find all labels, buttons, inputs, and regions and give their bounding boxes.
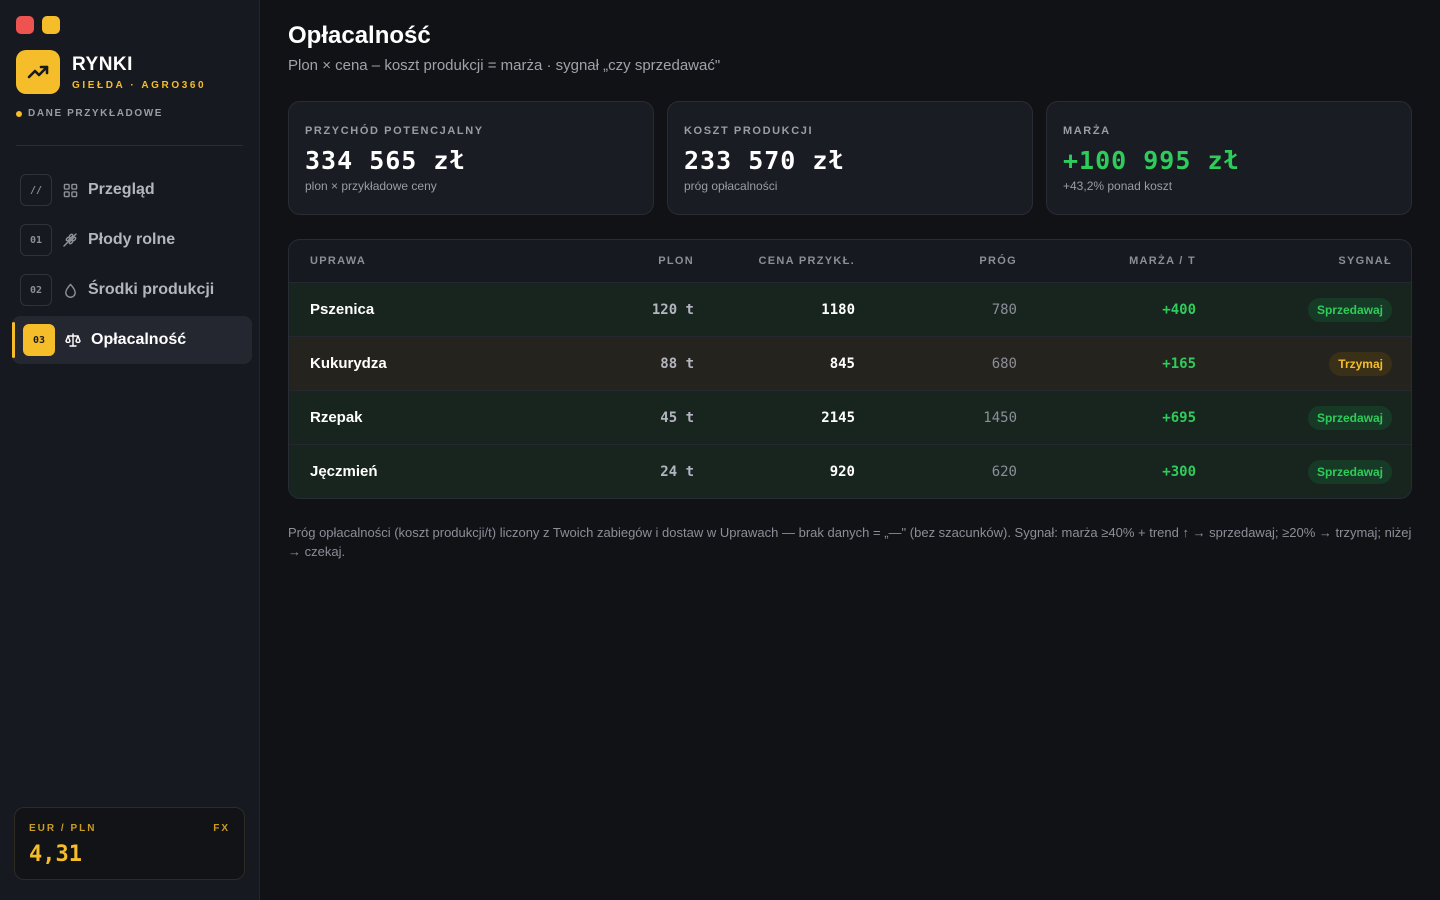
column-header-price[interactable]: CENA PRZYKŁ.	[758, 255, 855, 267]
cell-threshold: 680	[991, 355, 1017, 372]
cell-price: 1180	[821, 301, 855, 318]
sidebar: RYNKI GIEŁDA · AGRO360 DANE PRZYKŁADOWE …	[0, 0, 260, 900]
close-window-button[interactable]	[16, 16, 34, 34]
trending-up-icon	[16, 50, 60, 94]
cell-threshold: 620	[991, 463, 1017, 480]
card-label: PRZYCHÓD POTENCJALNY	[305, 125, 484, 137]
signal-badge: Sprzedawaj	[1307, 405, 1392, 430]
fx-value: 4,31	[29, 842, 82, 867]
nav-item-oplacalnosc[interactable]: 03 Opłacalność	[12, 316, 252, 364]
card-value: +100 995 zł	[1063, 146, 1240, 175]
cell-threshold: 1450	[983, 409, 1017, 426]
column-header-yield[interactable]: PLON	[658, 255, 694, 267]
column-header-threshold[interactable]: PRÓG	[979, 255, 1017, 267]
nav-label: Płody rolne	[88, 231, 176, 248]
brand-title: RYNKI	[72, 53, 133, 75]
card-label: KOSZT PRODUKCJI	[684, 125, 814, 137]
sample-data-badge: DANE PRZYKŁADOWE	[16, 108, 163, 119]
card-cost: KOSZT PRODUKCJI 233 570 zł próg opłacaln…	[667, 101, 1033, 215]
page-subtitle: Plon × cena – koszt produkcji = marża · …	[288, 57, 721, 74]
column-header-crop[interactable]: UPRAWA	[310, 255, 367, 267]
footnote: Próg opłacalności (koszt produkcji/t) li…	[288, 525, 1412, 559]
wheat-icon	[62, 232, 78, 248]
table-header: UPRAWA PLON CENA PRZYKŁ. PRÓG MARŻA / T …	[289, 240, 1411, 282]
cell-price: 920	[829, 463, 855, 480]
nav-label: Środki produkcji	[88, 281, 215, 298]
grid-icon	[62, 182, 78, 198]
nav-item-srodki-produkcji[interactable]: 02 Środki produkcji	[12, 266, 252, 314]
brand: RYNKI GIEŁDA · AGRO360	[16, 50, 206, 94]
divider	[16, 145, 243, 146]
table-row[interactable]: Rzepak 45 t 2145 1450 +695 Sprzedawaj	[289, 390, 1411, 444]
cell-price: 2145	[821, 409, 855, 426]
sidebar-nav: // Przegląd 01 Płody rolne	[12, 166, 252, 366]
cell-margin: +300	[1162, 463, 1196, 480]
card-margin: MARŻA +100 995 zł +43,2% ponad koszt	[1046, 101, 1412, 215]
signal-badge: Sprzedawaj	[1307, 459, 1392, 484]
nav-label: Opłacalność	[91, 331, 187, 348]
cell-yield: 120 t	[651, 301, 694, 318]
cell-margin: +695	[1162, 409, 1196, 426]
card-note: +43,2% ponad koszt	[1063, 179, 1173, 193]
card-label: MARŻA	[1063, 125, 1111, 137]
nav-label: Przegląd	[88, 181, 155, 198]
cell-crop: Rzepak	[310, 409, 363, 426]
cell-margin: +165	[1162, 355, 1196, 372]
summary-cards: PRZYCHÓD POTENCJALNY 334 565 zł plon × p…	[288, 101, 1412, 215]
signal-badge: Trzymaj	[1329, 351, 1392, 376]
cell-crop: Pszenica	[310, 301, 375, 318]
nav-number: 01	[20, 224, 52, 256]
page-title: Opłacalność	[288, 22, 431, 49]
nav-item-plody-rolne[interactable]: 01 Płody rolne	[12, 216, 252, 264]
column-header-margin[interactable]: MARŻA / T	[1129, 255, 1196, 267]
table-row[interactable]: Jęczmień 24 t 920 620 +300 Sprzedawaj	[289, 444, 1411, 498]
cell-yield: 45 t	[660, 409, 694, 426]
card-revenue: PRZYCHÓD POTENCJALNY 334 565 zł plon × p…	[288, 101, 654, 215]
minimize-window-button[interactable]	[42, 16, 60, 34]
window-controls	[16, 16, 60, 34]
cell-margin: +400	[1162, 301, 1196, 318]
sample-data-label: DANE PRZYKŁADOWE	[28, 108, 164, 119]
cell-crop: Kukurydza	[310, 355, 387, 372]
profitability-table: UPRAWA PLON CENA PRZYKŁ. PRÓG MARŻA / T …	[288, 239, 1412, 499]
card-note: próg opłacalności	[684, 179, 778, 193]
drop-icon	[62, 282, 78, 298]
fx-tag: FX	[213, 823, 230, 834]
cell-threshold: 780	[991, 301, 1017, 318]
brand-subtitle: GIEŁDA · AGRO360	[72, 79, 207, 91]
fx-pair: EUR / PLN	[29, 823, 97, 834]
nav-number: //	[20, 174, 52, 206]
status-dot-icon	[16, 110, 22, 117]
nav-item-przeglad[interactable]: // Przegląd	[12, 166, 252, 214]
cell-yield: 88 t	[660, 355, 694, 372]
card-value: 233 570 zł	[684, 146, 845, 175]
cell-price: 845	[829, 355, 855, 372]
cell-crop: Jęczmień	[310, 463, 378, 480]
column-header-signal[interactable]: SYGNAŁ	[1338, 255, 1392, 267]
scale-icon	[65, 332, 81, 348]
card-value: 334 565 zł	[305, 146, 466, 175]
table-row[interactable]: Kukurydza 88 t 845 680 +165 Trzymaj	[289, 336, 1411, 390]
card-note: plon × przykładowe ceny	[305, 179, 437, 193]
nav-number: 02	[20, 274, 52, 306]
cell-yield: 24 t	[660, 463, 694, 480]
table-row[interactable]: Pszenica 120 t 1180 780 +400 Sprzedawaj	[289, 282, 1411, 336]
nav-number: 03	[23, 324, 55, 356]
fx-rate-widget: EUR / PLN FX 4,31	[14, 807, 245, 880]
signal-badge: Sprzedawaj	[1307, 297, 1392, 322]
